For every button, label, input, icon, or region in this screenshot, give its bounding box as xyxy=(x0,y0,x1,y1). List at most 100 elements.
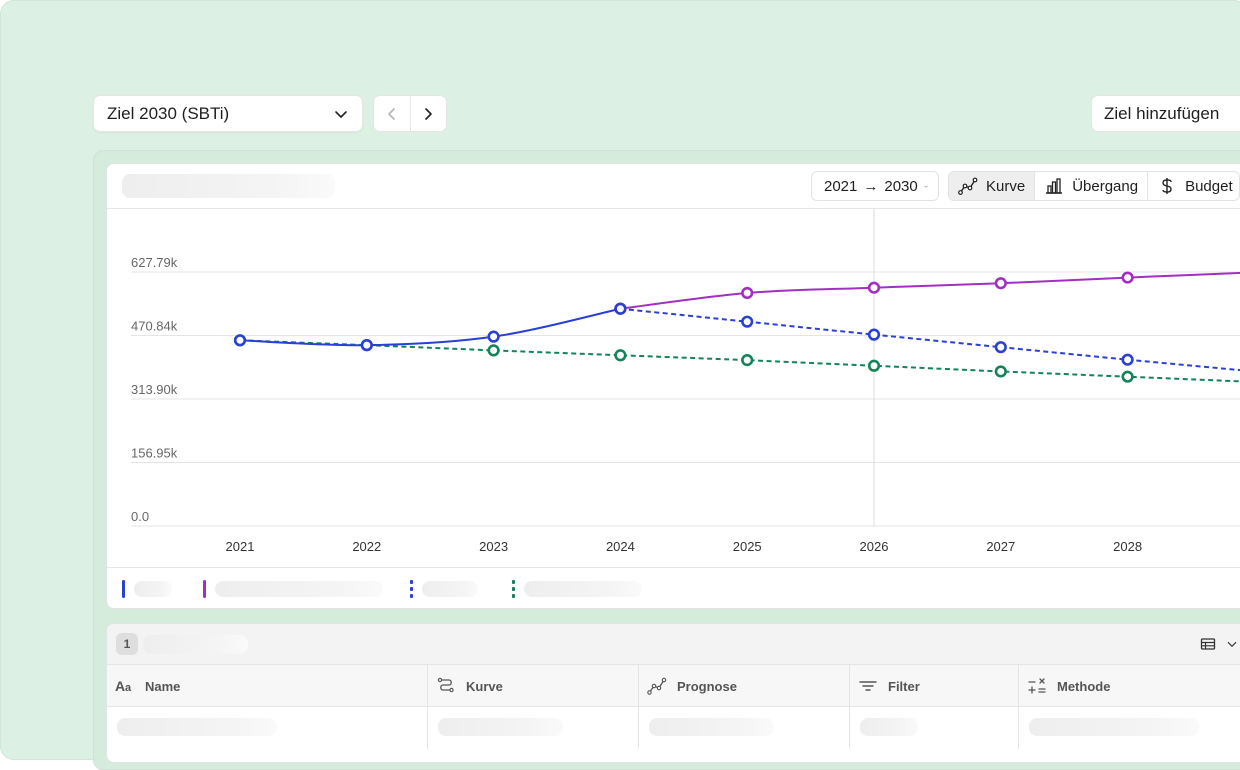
legend-label-placeholder xyxy=(134,581,172,597)
cell-placeholder xyxy=(438,718,563,736)
data-point xyxy=(741,315,754,328)
table-cell-prognose[interactable] xyxy=(639,707,850,749)
table-icon xyxy=(1200,638,1216,650)
column-header-prognose[interactable]: Prognose xyxy=(639,665,850,707)
series-line xyxy=(239,307,621,347)
data-point xyxy=(614,349,627,362)
calculator-icon xyxy=(1028,678,1046,694)
x-tick-label: 2027 xyxy=(986,539,1015,554)
chart-series xyxy=(233,271,1240,383)
data-point xyxy=(1121,370,1134,383)
filter-icon xyxy=(859,681,877,691)
bar-chart-icon xyxy=(1046,178,1063,194)
data-point xyxy=(994,277,1007,290)
add-goal-button[interactable]: Ziel hinzufügen xyxy=(1091,95,1240,132)
x-tick-label: 2022 xyxy=(352,539,381,554)
y-tick-label: 627.79k xyxy=(131,255,178,270)
series-line xyxy=(620,307,1240,372)
x-axis: 2021 2022 2023 2024 2025 2026 2027 2028 xyxy=(226,539,1143,554)
mode-budget-button[interactable]: Budget xyxy=(1147,172,1239,200)
goal-table: 1 A a Name Kurve xyxy=(106,623,1240,763)
chart-card: 2021 → 2030 Kurve Übergang xyxy=(106,163,1240,609)
add-goal-label: Ziel hinzufügen xyxy=(1104,103,1220,123)
trend-icon xyxy=(647,677,667,695)
data-point xyxy=(994,365,1007,378)
y-tick-label: 470.84k xyxy=(131,319,178,334)
legend-swatch xyxy=(122,580,125,598)
goal-select[interactable]: Ziel 2030 (SBTi) xyxy=(93,95,363,132)
table-toolbar: 1 xyxy=(107,624,1240,665)
chart-header-divider xyxy=(107,208,1240,209)
legend-swatch-dotted xyxy=(410,580,413,598)
column-filter-label: Filter xyxy=(888,678,920,694)
emissions-line-chart: 0.0 156.95k 313.90k 470.84k 627.79k 2021 2022… xyxy=(131,209,1240,554)
cell-placeholder xyxy=(649,718,774,736)
column-header-kurve[interactable]: Kurve xyxy=(428,665,639,707)
x-tick-label: 2026 xyxy=(860,539,889,554)
column-header-methode[interactable]: Methode xyxy=(1019,665,1240,707)
cell-placeholder xyxy=(860,718,918,736)
chevron-down-icon xyxy=(924,185,928,188)
mode-budget-label: Budget xyxy=(1185,177,1233,195)
table-cell-filter[interactable] xyxy=(850,707,1019,749)
goal-navigation xyxy=(373,95,447,132)
range-end: 2030 xyxy=(884,177,918,195)
chart-grid xyxy=(131,209,1240,527)
data-point xyxy=(1121,271,1134,284)
table-cell-name[interactable] xyxy=(107,707,428,749)
data-point xyxy=(487,344,500,357)
legend-label-placeholder xyxy=(215,581,383,597)
data-point xyxy=(741,286,754,300)
chart-title-placeholder xyxy=(122,174,335,198)
y-tick-label: 0.0 xyxy=(131,509,149,524)
data-point xyxy=(994,341,1007,354)
y-tick-label: 156.95k xyxy=(131,446,178,461)
svg-text:a: a xyxy=(125,682,132,694)
range-start: 2021 xyxy=(824,177,858,195)
curve-icon xyxy=(958,177,978,195)
goal-select-value: Ziel 2030 (SBTi) xyxy=(107,103,230,123)
year-range-select[interactable]: 2021 → 2030 xyxy=(811,171,939,201)
table-title-placeholder xyxy=(143,635,248,654)
data-point xyxy=(360,339,373,352)
chevron-down-icon xyxy=(335,110,347,118)
x-tick-label: 2028 xyxy=(1113,539,1142,554)
data-point xyxy=(614,302,627,315)
path-icon xyxy=(437,677,454,693)
chart-mode-toggle: Kurve Übergang Budget xyxy=(948,171,1240,201)
data-point xyxy=(867,359,881,372)
series-line xyxy=(620,271,1240,310)
table-cell-kurve[interactable] xyxy=(428,707,639,749)
y-axis: 0.0 156.95k 313.90k 470.84k 627.79k xyxy=(131,255,178,524)
table-view-toggle[interactable] xyxy=(1200,636,1238,652)
data-point xyxy=(741,354,754,367)
cell-placeholder xyxy=(117,718,277,736)
chevron-down-icon xyxy=(1227,641,1237,648)
text-type-icon: A a xyxy=(115,678,132,694)
x-tick-label: 2024 xyxy=(606,539,635,554)
range-arrow-icon: → xyxy=(863,177,879,195)
x-tick-label: 2021 xyxy=(226,539,255,554)
data-point xyxy=(867,281,881,294)
series-line xyxy=(239,339,1240,383)
chevron-left-icon xyxy=(388,107,395,120)
mode-kurve-button[interactable]: Kurve xyxy=(949,172,1035,200)
column-header-name[interactable]: A a Name xyxy=(107,665,428,707)
column-kurve-label: Kurve xyxy=(466,678,503,694)
row-count-badge: 1 xyxy=(116,633,138,655)
next-goal-button[interactable] xyxy=(409,96,446,131)
legend-label-placeholder xyxy=(524,581,642,597)
x-tick-label: 2023 xyxy=(479,539,508,554)
column-header-filter[interactable]: Filter xyxy=(850,665,1019,707)
legend-divider xyxy=(107,567,1240,568)
data-point xyxy=(233,334,247,347)
legend-label-placeholder xyxy=(422,581,478,597)
mode-uebergang-button[interactable]: Übergang xyxy=(1034,172,1147,200)
previous-goal-button[interactable] xyxy=(374,96,410,131)
dollar-icon xyxy=(1162,178,1172,194)
svg-text:A: A xyxy=(115,678,125,694)
column-methode-label: Methode xyxy=(1057,678,1111,694)
table-header-row: A a Name Kurve Prognose xyxy=(107,665,1240,707)
legend-swatch xyxy=(203,580,206,598)
table-cell-methode[interactable] xyxy=(1019,707,1240,749)
